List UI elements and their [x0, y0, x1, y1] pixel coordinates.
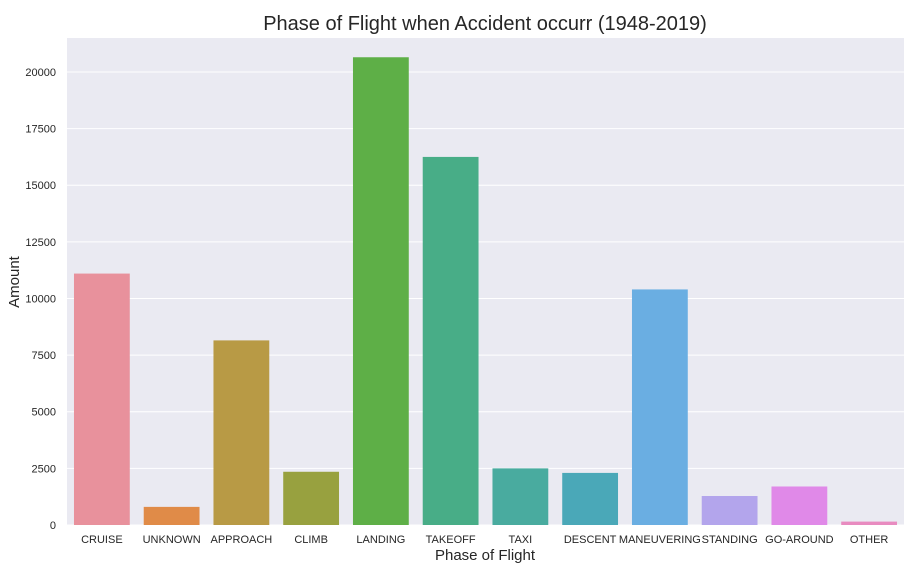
x-tick-label: STANDING [702, 534, 758, 546]
y-tick-label: 7500 [32, 350, 56, 362]
x-tick-label: OTHER [850, 534, 889, 546]
x-tick-label: APPROACH [211, 534, 273, 546]
x-tick-label: CLIMB [294, 534, 328, 546]
y-tick-label: 5000 [32, 407, 56, 419]
x-axis-label: Phase of Flight [435, 547, 536, 564]
x-axis-ticks: CRUISE UNKNOWN APPROACH CLIMB LANDING TAKEOFF… [81, 534, 888, 546]
gridlines [67, 71, 904, 526]
x-tick-label: LANDING [356, 534, 405, 546]
y-axis-ticks: 0 2500 5000 7500 10000 12500 15000 17500 20000 [25, 67, 56, 532]
y-tick-label: 2500 [32, 463, 56, 475]
x-tick-label: GO-AROUND [765, 534, 834, 546]
bar-taxi [492, 468, 549, 525]
bar-other [841, 521, 898, 525]
chart-title: Phase of Flight when Accident occurr (19… [263, 13, 707, 35]
bar-landing [352, 57, 409, 526]
y-tick-label: 17500 [25, 124, 56, 136]
bar-climb [283, 471, 340, 525]
bar-standing [701, 496, 758, 525]
y-tick-label: 10000 [25, 293, 56, 305]
x-tick-label: CRUISE [81, 534, 123, 546]
bar-takeoff [422, 156, 479, 525]
bars [73, 57, 898, 526]
bar-descent [562, 472, 619, 525]
bar-unknown [143, 506, 200, 525]
y-tick-label: 15000 [25, 180, 56, 192]
plot-area [67, 38, 904, 525]
bar-cruise [73, 273, 130, 525]
y-tick-label: 0 [50, 520, 56, 532]
x-tick-label: DESCENT [564, 534, 617, 546]
x-tick-label: MANEUVERING [619, 534, 701, 546]
bar-maneuvering [631, 289, 688, 525]
x-tick-label: TAKEOFF [426, 534, 476, 546]
y-axis-label: Amount [6, 255, 23, 308]
bar-go-around [771, 486, 828, 525]
y-tick-label: 12500 [25, 237, 56, 249]
bar-approach [213, 340, 270, 525]
y-tick-label: 20000 [25, 67, 56, 79]
x-tick-label: UNKNOWN [143, 534, 201, 546]
x-tick-label: TAXI [509, 534, 533, 546]
